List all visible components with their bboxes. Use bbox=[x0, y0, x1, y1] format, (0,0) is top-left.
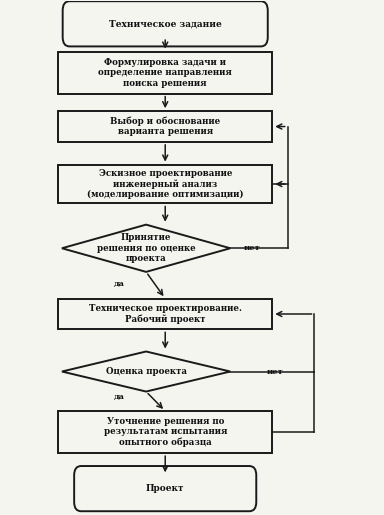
Text: да: да bbox=[114, 280, 125, 288]
Text: Принятие
решения по оценке
проекта: Принятие решения по оценке проекта bbox=[97, 233, 195, 263]
Text: Техническое проектирование.
Рабочий проект: Техническое проектирование. Рабочий прое… bbox=[89, 304, 242, 324]
Text: Оценка проекта: Оценка проекта bbox=[106, 367, 187, 376]
Text: нет: нет bbox=[266, 368, 283, 375]
Text: Техническое задание: Техническое задание bbox=[109, 19, 222, 28]
FancyBboxPatch shape bbox=[63, 1, 268, 46]
Bar bbox=[58, 111, 272, 142]
Text: Уточнение решения по
результатам испытания
опытного образца: Уточнение решения по результатам испытан… bbox=[104, 417, 227, 448]
Bar bbox=[58, 411, 272, 453]
Text: Формулировка задачи и
определение направления
поиска решения: Формулировка задачи и определение направ… bbox=[98, 58, 232, 88]
Text: Эскизное проектирование
инженерный анализ
(моделирование оптимизации): Эскизное проектирование инженерный анали… bbox=[87, 169, 243, 199]
FancyBboxPatch shape bbox=[74, 466, 256, 511]
Text: Проект: Проект bbox=[146, 484, 184, 493]
Bar bbox=[58, 52, 272, 94]
Bar bbox=[58, 299, 272, 330]
Text: нет: нет bbox=[244, 244, 260, 252]
Text: Выбор и обоснование
варианта решения: Выбор и обоснование варианта решения bbox=[110, 116, 220, 136]
Polygon shape bbox=[62, 352, 230, 391]
Bar bbox=[58, 165, 272, 203]
Text: да: да bbox=[114, 393, 125, 401]
Polygon shape bbox=[62, 225, 230, 272]
